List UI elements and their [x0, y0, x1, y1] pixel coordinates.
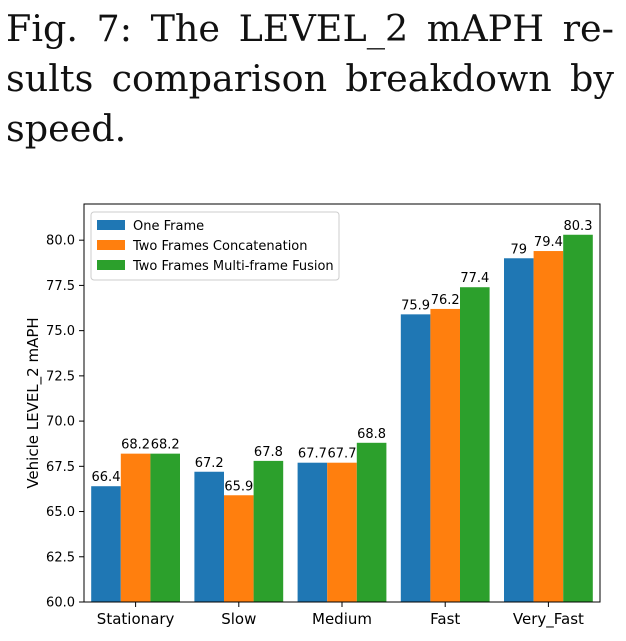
bar-stationary-series-2 [120, 453, 151, 602]
y-tick-label: 62.5 [46, 550, 75, 565]
bar-value-label: 68.2 [121, 438, 150, 453]
bar-value-label: 75.9 [401, 298, 430, 313]
x-tick-label: Stationary [97, 610, 175, 628]
bar-value-label: 76.2 [431, 293, 460, 308]
bar-group [91, 234, 593, 602]
axes-group: Stationary Slow Medium Fast Very_Fast 60.0 62.… [24, 203, 601, 629]
y-tick-label: 70.0 [46, 415, 75, 430]
bar-value-label: 80.3 [564, 219, 593, 234]
y-tick-label: 80.0 [46, 234, 75, 249]
bar-value-label: 68.2 [151, 438, 180, 453]
bar-very-fast-series-1 [504, 258, 534, 602]
legend-swatch [97, 240, 125, 250]
caption-line-2: sults comparison breakdown by [6, 57, 614, 100]
bar-stationary-series-1 [91, 486, 121, 602]
x-tick-label: Fast [430, 610, 460, 628]
bar-medium-series-1 [297, 462, 328, 602]
bar-fast-series-1 [400, 314, 431, 602]
bar-very-fast-series-3 [563, 234, 593, 602]
bar-value-label: 67.2 [195, 456, 224, 471]
bar-value-label: 67.7 [298, 447, 327, 462]
bar-value-label: 79 [511, 242, 528, 257]
bar-value-label: 67.8 [254, 445, 283, 460]
bar-slow-series-1 [194, 471, 224, 602]
legend-label: Two Frames Multi-frame Fusion [132, 259, 334, 274]
bar-value-label: 77.4 [460, 271, 489, 286]
bar-very-fast-series-2 [533, 251, 564, 602]
bar-medium-series-2 [327, 462, 357, 602]
bar-value-label: 68.8 [357, 427, 386, 442]
y-axis-label: Vehicle LEVEL_2 mAPH [24, 317, 43, 488]
plot-frame [83, 203, 601, 603]
bar-stationary-series-3 [150, 453, 180, 602]
x-tick-label: Very_Fast [513, 610, 584, 629]
bar-value-label: 79.4 [534, 235, 563, 250]
bar-fast-series-3 [460, 287, 490, 602]
figure-caption: Fig. 7: The LEVEL_2 mAPH re- sults compa… [6, 4, 614, 154]
caption-line-3: speed. [6, 107, 127, 150]
bar-value-label: 65.9 [224, 479, 253, 494]
y-tick-label: 77.5 [46, 279, 75, 294]
y-tick-label: 75.0 [46, 324, 75, 339]
legend-swatch [97, 220, 125, 230]
legend-label: Two Frames Concatenation [132, 239, 308, 254]
y-tick-label: 65.0 [46, 505, 75, 520]
legend-label: One Frame [133, 219, 204, 234]
bar-chart: 66.468.2 68.267.265.967.8 67.7 67.768.875.9… [24, 203, 601, 629]
bar-slow-series-2 [224, 495, 254, 602]
caption-line-1: Fig. 7: The LEVEL_2 mAPH re- [6, 7, 614, 50]
bar-value-label: 67.7 [328, 447, 357, 462]
legend: One Frame Two Frames Concatenation Two Fra… [90, 211, 340, 281]
x-tick-label: Slow [221, 610, 256, 628]
y-tick-label: 60.0 [46, 596, 75, 611]
value-label-group: 66.468.2 68.267.265.967.8 67.7 67.768.875.9… [92, 219, 593, 495]
y-tick-label: 67.5 [46, 460, 75, 475]
x-tick-label: Medium [312, 610, 372, 628]
bar-value-label: 66.4 [92, 470, 121, 485]
y-tick-label: 72.5 [46, 369, 75, 384]
bar-fast-series-2 [430, 308, 460, 602]
legend-box [90, 211, 340, 281]
legend-swatch [97, 260, 125, 270]
bar-medium-series-3 [356, 442, 387, 602]
bar-slow-series-3 [253, 460, 284, 602]
